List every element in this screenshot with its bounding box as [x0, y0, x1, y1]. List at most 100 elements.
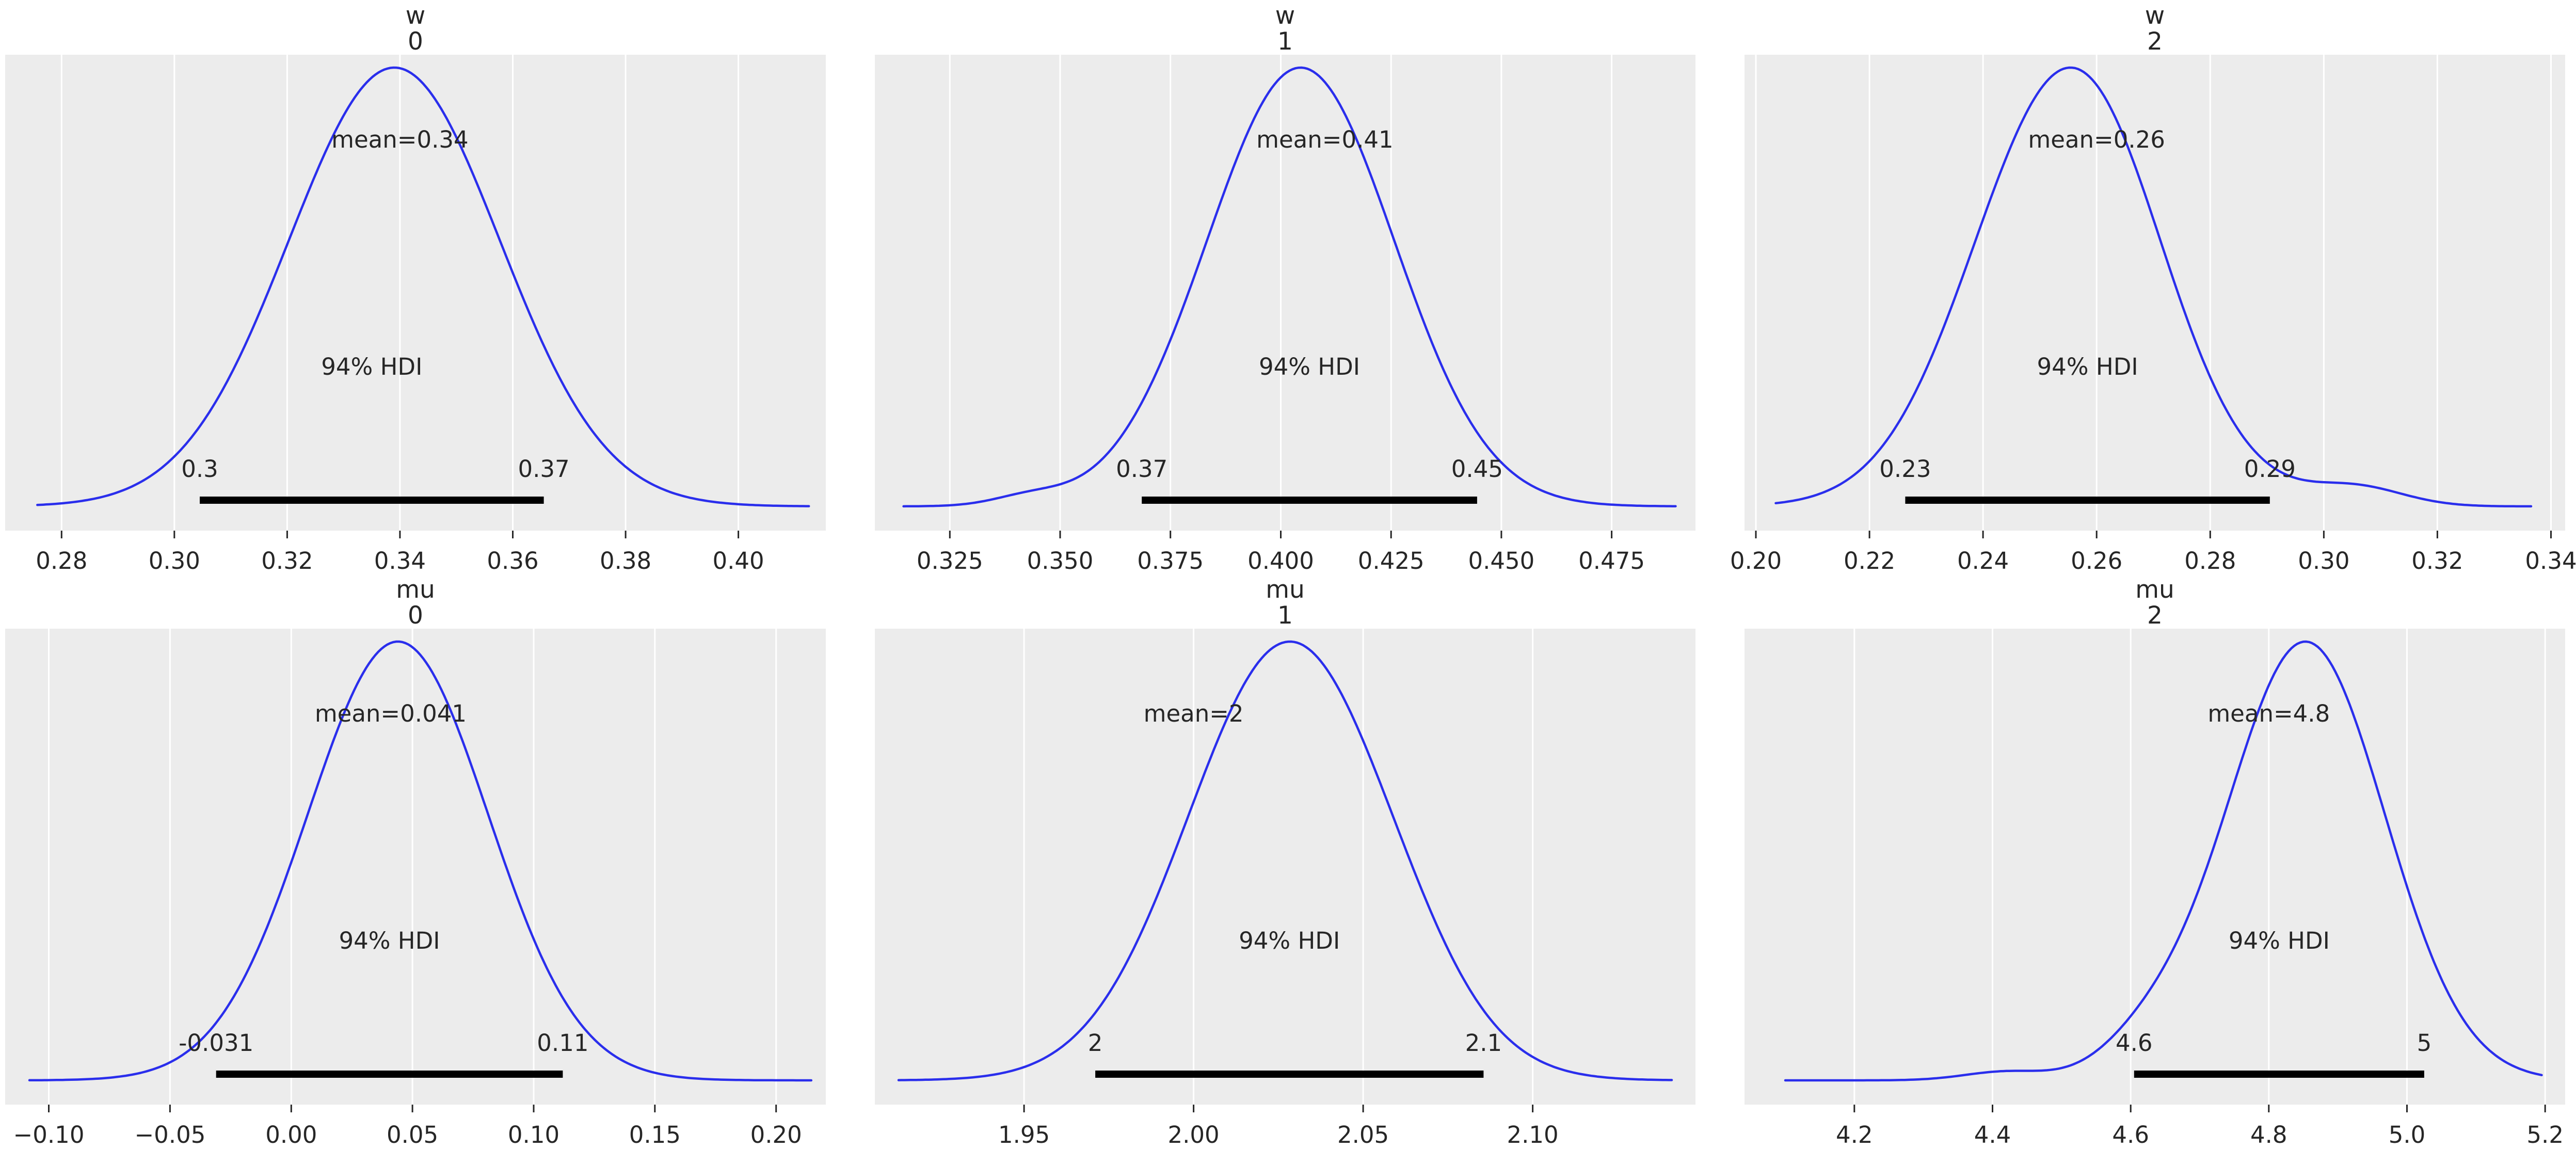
x-tick-label: 0.36	[487, 547, 538, 574]
panel-title-index: 1	[1277, 601, 1293, 630]
x-tick-label: 0.40	[712, 547, 764, 574]
hdi-bar	[216, 1071, 563, 1078]
panel-title: mu 0	[5, 577, 826, 629]
kde-curve	[1784, 640, 2543, 1082]
x-tick-label: 0.26	[2071, 547, 2122, 574]
kde-chart: 0.20 0.22 0.24 0.26 0.28 0.30 0.32 0.34 0.23 0.29…	[1730, 55, 2576, 574]
x-tick-label: 0.20	[750, 1121, 802, 1148]
x-tick-label: 0.38	[600, 547, 651, 574]
mean-label: mean=0.041	[315, 700, 467, 727]
hdi-label-lower: 0.23	[1879, 455, 1931, 483]
posterior-panel-w-1: w 1 0.325 0.350 0.375 0.400 0.425 0.450 0.475 0.3…	[875, 3, 1695, 575]
hdi-label-upper: 0.37	[518, 455, 569, 483]
hdi-label-upper: 0.11	[537, 1029, 588, 1057]
kde-chart: 0.28 0.30 0.32 0.34 0.36 0.38 0.40 0.3 0.37 94% H…	[5, 55, 826, 574]
kde-curve	[28, 640, 813, 1082]
panel-title-index: 1	[1277, 27, 1293, 56]
x-tick-label: −0.10	[13, 1121, 85, 1148]
panel-title-var: w	[2145, 2, 2165, 30]
x-tick-label: 0.400	[1247, 547, 1314, 574]
hdi-label-upper: 5	[2417, 1029, 2432, 1057]
hdi-bar	[1142, 497, 1477, 504]
x-tick-label: 4.4	[1974, 1121, 2011, 1148]
hdi-bar	[1095, 1071, 1484, 1078]
x-tick-label: 0.24	[1957, 547, 2009, 574]
x-tick-label: 0.34	[374, 547, 426, 574]
x-tick-label: 0.475	[1578, 547, 1645, 574]
hdi-interval-label: 94% HDI	[321, 353, 422, 380]
x-tick-label: 0.00	[265, 1121, 317, 1148]
mean-label: mean=0.26	[2028, 126, 2165, 153]
plot-area	[875, 629, 1695, 1105]
plot-area	[5, 629, 826, 1105]
kde-curve	[1774, 66, 2533, 508]
hdi-label-upper: 0.45	[1451, 455, 1503, 483]
plot-area	[1745, 629, 2565, 1105]
x-tick-label: 0.05	[387, 1121, 438, 1148]
panel-title: mu 1	[875, 577, 1695, 629]
hdi-interval-label: 94% HDI	[1259, 353, 1360, 380]
kde-curve	[902, 66, 1677, 508]
kde-curve	[36, 66, 810, 507]
hdi-label-upper: 0.29	[2244, 455, 2296, 483]
hdi-interval-label: 94% HDI	[2037, 353, 2138, 380]
hdi-bar	[200, 497, 544, 504]
x-tick-label: 0.22	[1844, 547, 1895, 574]
posterior-panel-w-2: w 2 0.20 0.22 0.24 0.26 0.28 0.30 0.32 0.34 0.23 0.…	[1730, 2, 2576, 575]
x-tick-label: 1.95	[998, 1121, 1050, 1148]
plot-area	[875, 55, 1695, 531]
x-tick-label: 2.05	[1337, 1121, 1389, 1148]
x-tick-label: 2.10	[1507, 1121, 1558, 1148]
kde-curve	[897, 640, 1673, 1081]
hdi-label-lower: -0.031	[179, 1029, 253, 1057]
kde-chart: −0.10 −0.05 0.00 0.05 0.10 0.15 0.20 -0.031 0.11…	[5, 629, 826, 1148]
x-tick-label: 0.425	[1358, 547, 1425, 574]
mean-label: mean=0.41	[1256, 126, 1394, 153]
x-tick-label: 5.2	[2526, 1121, 2564, 1148]
x-tick-label: 4.2	[1836, 1121, 1873, 1148]
posterior-panel-w-0: w 0 0.28 0.30 0.32 0.34 0.36 0.38 0.40 0.3 0.37 94%…	[5, 3, 826, 575]
hdi-label-lower: 2	[1088, 1029, 1103, 1057]
kde-chart: 4.2 4.4 4.6 4.8 5.0 5.2 4.6 5 94% HDI mean=4.8	[1745, 629, 2565, 1148]
x-tick-label: 0.28	[36, 547, 87, 574]
x-tick-label: 4.6	[2112, 1121, 2149, 1148]
x-tick-label: 0.15	[629, 1121, 681, 1148]
kde-chart: 0.325 0.350 0.375 0.400 0.425 0.450 0.475 0.37 0…	[875, 55, 1695, 574]
panel-title-var: w	[1275, 2, 1295, 30]
x-tick-label: 0.20	[1730, 547, 1782, 574]
hdi-label-lower: 4.6	[2116, 1029, 2153, 1057]
x-tick-label: −0.05	[134, 1121, 205, 1148]
posterior-panel-mu-0: mu 0 −0.10 −0.05 0.00 0.05 0.10 0.15 0.20 -0.031 0…	[5, 577, 826, 1149]
hdi-interval-label: 94% HDI	[339, 927, 440, 954]
hdi-interval-label: 94% HDI	[1239, 927, 1340, 954]
x-tick-label: 0.350	[1027, 547, 1094, 574]
x-tick-label: 0.30	[149, 547, 200, 574]
hdi-label-lower: 0.37	[1116, 455, 1167, 483]
x-tick-label: 4.8	[2250, 1121, 2287, 1148]
panel-title-index: 2	[2147, 601, 2163, 630]
hdi-label-lower: 0.3	[181, 455, 218, 483]
hdi-bar	[2134, 1071, 2424, 1078]
hdi-interval-label: 94% HDI	[2229, 927, 2330, 954]
x-tick-label: 0.30	[2298, 547, 2349, 574]
plot-area	[5, 55, 826, 531]
x-tick-label: 0.10	[508, 1121, 559, 1148]
hdi-label-upper: 2.1	[1465, 1029, 1502, 1057]
mean-label: mean=4.8	[2207, 700, 2330, 727]
x-tick-label: 0.34	[2525, 547, 2576, 574]
x-tick-label: 0.375	[1137, 547, 1204, 574]
panel-title-var: mu	[1266, 576, 1305, 604]
panel-title-var: mu	[396, 576, 435, 604]
x-tick-label: 0.450	[1468, 547, 1534, 574]
mean-label: mean=0.34	[331, 126, 469, 153]
posterior-panel-mu-1: mu 1 1.95 2.00 2.05 2.10 2 2.1 94% HDI mean=2	[875, 577, 1695, 1149]
mean-label: mean=2	[1144, 700, 1244, 727]
plot-area	[1745, 55, 2565, 531]
x-tick-label: 0.28	[2184, 547, 2236, 574]
panel-title-var: mu	[2135, 576, 2174, 604]
kde-chart: 1.95 2.00 2.05 2.10 2 2.1 94% HDI mean=2	[875, 629, 1695, 1148]
x-tick-label: 2.00	[1167, 1121, 1219, 1148]
